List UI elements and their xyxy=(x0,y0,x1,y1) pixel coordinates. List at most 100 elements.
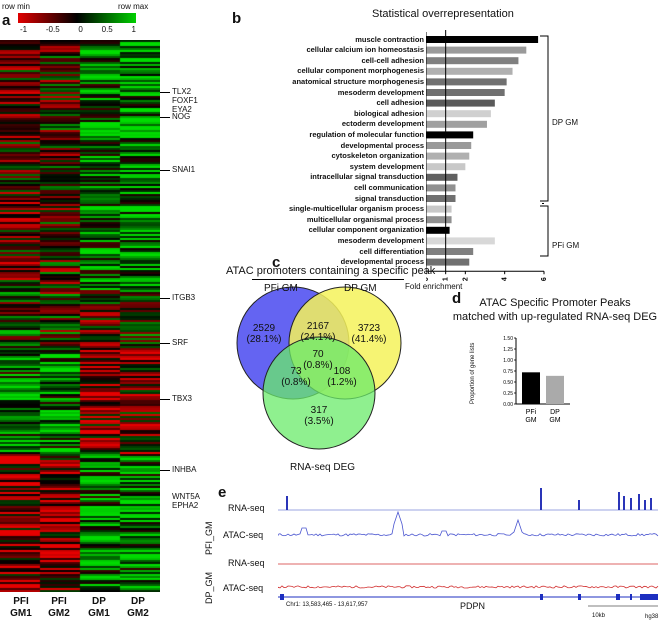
bar-category-label: cellular calcium ion homeostasis xyxy=(306,45,424,55)
rna-signal-peak xyxy=(630,498,632,510)
enrichment-bar xyxy=(426,184,456,192)
bar-category-label: mesoderm development xyxy=(337,235,424,245)
gene-exon xyxy=(280,594,284,600)
legend-tick: 0.5 xyxy=(101,25,113,34)
enrichment-bar xyxy=(426,99,495,107)
rna-signal-peak xyxy=(618,492,620,510)
track-label-atac-pfi: ATAC-seq xyxy=(223,530,264,540)
bar-category-label: signal transduction xyxy=(354,193,424,203)
bar-category-label: cell differentiation xyxy=(359,246,424,256)
panel-c-letter: c xyxy=(272,254,281,271)
bracket-label-dp-gm: DP GM xyxy=(552,118,579,127)
gene-tick xyxy=(160,117,170,118)
enrichment-bar xyxy=(426,173,458,181)
venn-circle-rna xyxy=(262,336,376,450)
enrichment-bar xyxy=(426,237,495,245)
column-label-pfi-gm1: PFI GM1 xyxy=(10,596,32,619)
gene-label-tbx3: TBX3 xyxy=(172,394,193,403)
column-label-dp-gm1: DP GM1 xyxy=(88,596,110,619)
proportion-bar xyxy=(522,372,540,404)
enrichment-bar xyxy=(426,195,456,202)
enrichment-bar xyxy=(426,205,452,213)
d-y-tick-label: 0.25 xyxy=(503,391,513,397)
scale-bar-label: 10kb xyxy=(592,613,606,619)
bar-category-label: cellular component morphogenesis xyxy=(297,66,424,76)
pfi-gm-bracket xyxy=(540,205,549,257)
rna-signal-peak xyxy=(623,496,625,510)
x-tick-label: 0 xyxy=(426,277,430,281)
bar-category-label: ectoderm development xyxy=(341,119,424,129)
enrichment-bar xyxy=(426,226,450,234)
d-y-tick-label: 1.25 xyxy=(503,347,513,353)
gene-label-nog: NOG xyxy=(172,112,191,121)
venn-set-pfi: PFi GM xyxy=(264,283,298,294)
gene-label-itgb3: ITGB3 xyxy=(172,293,196,302)
bar-category-label: biological adhesion xyxy=(353,108,424,118)
proportion-category-label: GM xyxy=(525,417,536,424)
enrichment-bar xyxy=(426,67,513,75)
title-underline xyxy=(252,279,404,280)
legend-min-label: row min xyxy=(2,2,31,11)
atac-dp-signal xyxy=(278,585,659,589)
fold-enrichment-label: Fold enrichment xyxy=(405,282,463,291)
x-tick-label: 6 xyxy=(541,277,546,281)
bar-category-label: developmental process xyxy=(340,140,424,150)
gene-tick xyxy=(160,470,170,471)
bracket-label-pfi-gm: PFi GM xyxy=(552,241,580,250)
bar-category-label: cell-cell adhesion xyxy=(361,55,424,65)
genome-browser-tracks xyxy=(278,488,659,607)
gene-label-tlx2: TLX2 xyxy=(172,87,192,96)
proportion-category-label: PFi xyxy=(526,409,537,416)
bar-category-label: regulation of molecular function xyxy=(309,129,424,139)
gene-tick xyxy=(160,399,170,400)
d-y-tick-label: 0.50 xyxy=(503,380,513,386)
x-tick-label: 4 xyxy=(502,277,509,281)
enrichment-bar xyxy=(426,110,491,118)
venn-region-all: 70 (0.8%) xyxy=(303,349,333,371)
enrichment-bar-labels: muscle contraction cellular calcium ion h… xyxy=(230,30,424,267)
enrichment-bar xyxy=(426,152,470,160)
track-label-rna-pfi: RNA-seq xyxy=(228,503,265,513)
bar-category-label: cellular component organization xyxy=(308,225,424,235)
d-y-tick-label: 0.00 xyxy=(503,402,513,408)
bar-category-label: multicellular organismal process xyxy=(306,214,424,224)
genomic-coordinates: Chr1: 13,583,465 - 13,617,957 xyxy=(286,602,368,608)
column-label-pfi-gm2: PFI GM2 xyxy=(48,596,70,619)
bar-category-label: intracellular signal transduction xyxy=(310,172,424,182)
group-label-dp-gm: DP_GM xyxy=(204,571,214,604)
rna-signal-peak xyxy=(286,496,288,510)
enrichment-bar xyxy=(426,36,539,43)
gene-tick xyxy=(160,170,170,171)
rna-signal-peak xyxy=(650,498,652,510)
gene-exon xyxy=(630,594,632,600)
bar-category-label: system development xyxy=(349,161,424,171)
enrichment-bar xyxy=(426,216,452,224)
panel-a-letter: a xyxy=(2,12,11,29)
bar-category-label: cytoskeleton organization xyxy=(331,151,424,161)
dp-gm-bracket xyxy=(540,35,549,202)
enrichment-bars: 0 1 2 4 6 xyxy=(426,30,546,281)
legend-ticks: -1 -0.5 0 0.5 1 xyxy=(20,25,136,34)
d-y-tick-label: 1.00 xyxy=(503,358,513,364)
gene-exon xyxy=(540,594,543,600)
venn-diagram xyxy=(236,286,402,450)
panel-b-letter: b xyxy=(232,10,242,27)
gene-exon xyxy=(578,594,581,600)
track-label-rna-dp: RNA-seq xyxy=(228,558,265,568)
gene-label-wnt5a: WNT5A xyxy=(172,492,200,501)
venn-set-rna: RNA-seq DEG xyxy=(290,462,356,473)
gene-exon xyxy=(616,594,620,600)
venn-set-dp: DP GM xyxy=(344,283,377,294)
venn-region-pfi-rna: 73 (0.8%) xyxy=(281,366,311,388)
legend-tick: 1 xyxy=(131,25,136,34)
enrichment-bar xyxy=(426,89,505,96)
gene-label-epha2: EPHA2 xyxy=(172,501,199,510)
rna-signal-peak xyxy=(638,494,640,510)
gene-tick xyxy=(160,92,170,93)
bar-category-label: single-multicellular organism process xyxy=(288,204,424,214)
legend-tick: 0 xyxy=(78,25,83,34)
rna-signal-peak xyxy=(578,500,580,510)
bar-category-label: mesoderm development xyxy=(337,87,424,97)
atac-pfi-signal xyxy=(278,510,659,537)
